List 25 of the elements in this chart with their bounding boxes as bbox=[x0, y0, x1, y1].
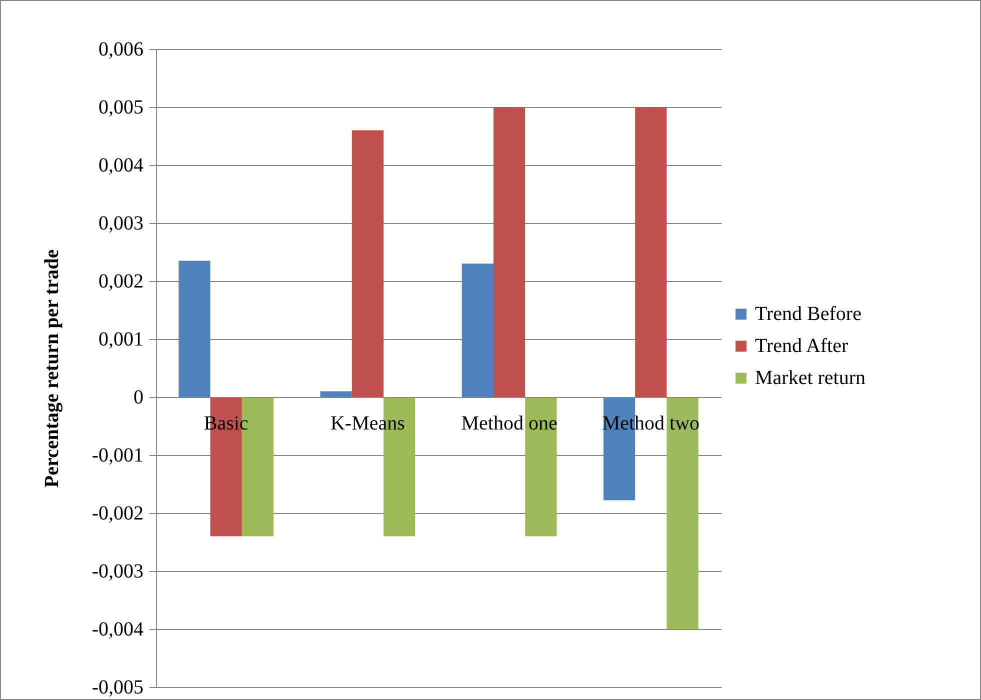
y-tick-label: -0,001 bbox=[92, 444, 144, 466]
bar bbox=[178, 260, 210, 397]
bar bbox=[666, 397, 698, 629]
bar bbox=[462, 264, 494, 397]
y-axis-title: Percentage return per trade bbox=[40, 249, 63, 488]
y-tick-label: 0,003 bbox=[98, 212, 144, 234]
x-tick-label: Method one bbox=[461, 412, 558, 434]
bar bbox=[525, 397, 557, 536]
y-tick-label: -0,002 bbox=[92, 502, 144, 524]
y-tick-label: 0,002 bbox=[98, 270, 144, 292]
y-tick-label: 0,004 bbox=[98, 154, 144, 176]
y-tick-label: -0,003 bbox=[92, 560, 144, 582]
legend-label: Trend After bbox=[755, 335, 848, 358]
legend-label: Trend Before bbox=[755, 303, 862, 326]
bar bbox=[352, 130, 384, 397]
y-tick-label: 0,005 bbox=[98, 96, 144, 118]
y-tick-label: -0,004 bbox=[92, 618, 144, 640]
bar bbox=[320, 391, 352, 397]
bar bbox=[635, 107, 667, 397]
y-tick-label: 0 bbox=[134, 386, 144, 408]
y-tick-label: -0,005 bbox=[92, 676, 144, 698]
y-tick-label: 0,006 bbox=[98, 38, 144, 60]
legend-label: Market return bbox=[755, 367, 866, 390]
bar bbox=[493, 107, 526, 397]
y-tick-label: 0,001 bbox=[98, 328, 144, 350]
